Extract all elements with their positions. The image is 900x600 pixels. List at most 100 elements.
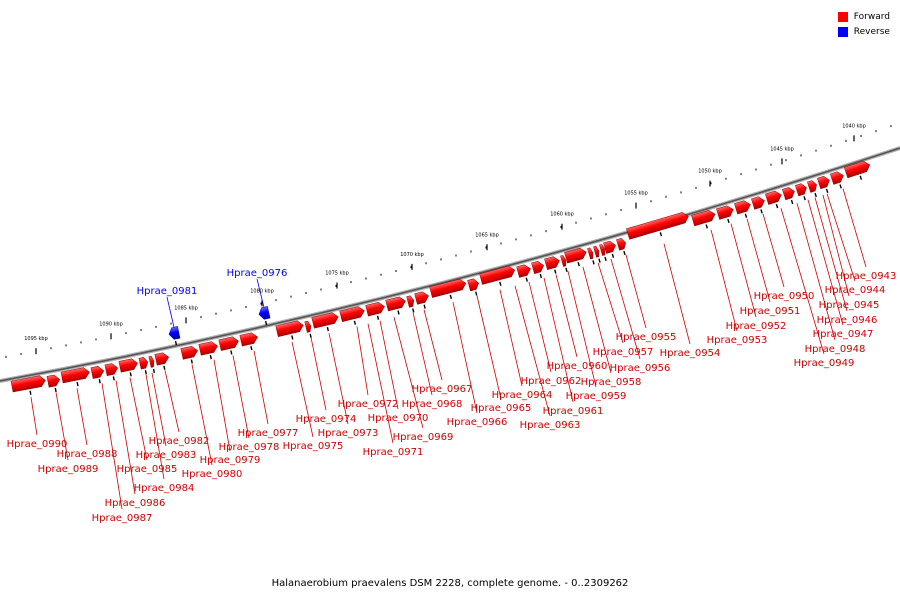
scale-tick-label: 1090 kbp xyxy=(99,321,123,327)
gene-arrow-hprae_0943 xyxy=(843,160,871,180)
gene-arrow-hprae_0972 xyxy=(339,306,365,325)
gene-leader-line xyxy=(822,194,850,297)
gene-arrow-hprae_0990 xyxy=(10,375,46,395)
gene-label: Hprae_0949 xyxy=(794,358,855,369)
gene-leader-line xyxy=(30,397,38,436)
gene-leader-line xyxy=(826,193,856,282)
scale-tick-label: 1080 kbp xyxy=(250,288,274,294)
gene-leader-line xyxy=(412,312,433,396)
gene-label: Hprae_0948 xyxy=(805,344,866,355)
gene-leader-line xyxy=(310,337,327,411)
gene-arrow-hprae_0954 xyxy=(626,212,689,240)
gene-leader-line xyxy=(367,323,394,444)
gene-label: Hprae_0983 xyxy=(136,450,197,461)
gene-label: Hprae_0958 xyxy=(581,377,642,388)
gene-label: Hprae_0980 xyxy=(182,469,243,480)
gene-arrow-hprae_0963 xyxy=(531,261,544,279)
gene-label: Hprae_0990 xyxy=(7,439,68,450)
backbone-shadow xyxy=(0,146,900,383)
gene-track xyxy=(10,160,871,395)
gene-arrow-hprae_0955 xyxy=(616,238,626,256)
gene-leader-line xyxy=(814,197,848,312)
scale-tick-label: 1085 kbp xyxy=(174,305,198,311)
gene-label: Hprae_0946 xyxy=(817,315,878,326)
gene-leader-line xyxy=(101,383,123,510)
gene-leader-line xyxy=(76,388,88,446)
gene-leader-line xyxy=(663,243,691,345)
gene-label: Hprae_0951 xyxy=(740,306,801,317)
gene-arrow-hprae_0981 xyxy=(168,326,181,346)
gene-leader-line xyxy=(145,374,165,480)
gene-label: Hprae_0962 xyxy=(521,376,582,387)
gene-label: Hprae_0969 xyxy=(393,432,454,443)
gene-label: Hprae_0956 xyxy=(610,363,671,374)
legend-reverse-label: Reverse xyxy=(853,26,890,37)
gene-leader-line xyxy=(796,203,836,341)
gene-label: Hprae_0985 xyxy=(117,464,178,475)
legend-reverse: Reverse xyxy=(837,24,890,39)
gene-label: Hprae_0989 xyxy=(38,464,99,475)
gene-label: Hprae_0957 xyxy=(593,347,654,358)
gene-leader-line xyxy=(762,213,785,288)
gene-arrow-hprae_0982 xyxy=(154,352,170,370)
gene-leader-line xyxy=(232,355,250,439)
scale-tick-label: 1045 kbp xyxy=(770,146,794,152)
gene-arrow-hprae_0948 xyxy=(782,187,795,205)
gene-label: Hprae_0981 xyxy=(137,286,198,297)
gene-leader-line xyxy=(543,277,574,403)
scale-tick-label: 1050 kbp xyxy=(698,169,722,175)
gene-arrow-hprae_0964 xyxy=(516,264,531,282)
gene-arrow-hprae_0957 xyxy=(599,244,607,262)
gene-label: Hprae_0960 xyxy=(547,361,608,372)
gene-arrow-hprae_0976 xyxy=(258,306,271,326)
gene-arrow-hprae_0962 xyxy=(544,256,560,274)
reverse-swatch xyxy=(837,26,848,37)
gene-leader-line xyxy=(528,281,552,373)
legend-forward-label: Forward xyxy=(853,11,890,22)
gene-label: Hprae_0979 xyxy=(200,455,261,466)
gene-leader-line xyxy=(55,392,69,461)
gene-label: Hprae_0954 xyxy=(660,348,721,359)
gene-arrow-hprae_0979 xyxy=(198,341,218,360)
gene-leader-line xyxy=(842,188,867,268)
gene-label: Hprae_0950 xyxy=(754,291,815,302)
gene-label: Hprae_0964 xyxy=(492,390,553,401)
gene-label: Hprae_0947 xyxy=(813,329,874,340)
gene-label: Hprae_0959 xyxy=(566,391,627,402)
gene-leader-line xyxy=(379,320,399,410)
gene-label: Hprae_0973 xyxy=(318,428,379,439)
gene-leader-line xyxy=(780,208,825,355)
gene-arrow-hprae_0974 xyxy=(304,320,312,338)
gene-label: Hprae_0988 xyxy=(57,449,118,460)
gene-arrow-hprae_0960 xyxy=(564,247,587,267)
gene-label: Hprae_0986 xyxy=(105,498,166,509)
gene-arrow-hprae_0984 xyxy=(138,357,149,375)
gene-arrow-hprae_0986 xyxy=(104,363,119,381)
gene-arrow-hprae_0958 xyxy=(593,245,601,263)
gene-label: Hprae_0952 xyxy=(726,321,787,332)
gene-leader-line xyxy=(597,262,624,344)
gene-leader-line xyxy=(555,274,578,358)
gene-leader-line xyxy=(213,359,231,452)
gene-label: Hprae_0970 xyxy=(368,413,429,424)
scale-track: 1095 kbp 1090 kbp 1085 kbp 1080 kbp 1075 kbp… xyxy=(5,123,892,358)
gene-leader-line xyxy=(291,341,314,438)
scale-tick-label: 1060 kbp xyxy=(550,212,574,218)
gene-label: Hprae_0955 xyxy=(616,332,677,343)
gene-arrow-hprae_0975 xyxy=(275,320,304,340)
gene-arrow-hprae_0944 xyxy=(830,171,844,189)
gene-leader-line xyxy=(393,317,424,429)
gene-arrow-hprae_0985 xyxy=(118,358,138,377)
gene-arrow-hprae_0949 xyxy=(765,190,782,209)
gene-leader-line xyxy=(476,295,502,400)
gene-label: Hprae_0976 xyxy=(227,268,288,279)
gene-leader-line xyxy=(256,278,265,308)
gene-leader-line xyxy=(807,199,844,326)
scale-tick-label: 1040 kbp xyxy=(842,123,866,129)
gene-leader-line xyxy=(610,258,641,360)
gene-leader-line xyxy=(730,223,757,318)
gene-label: Hprae_0944 xyxy=(825,285,886,296)
gene-leader-line xyxy=(423,309,443,381)
scale-tick-label: 1070 kbp xyxy=(400,252,424,258)
gene-leader-line xyxy=(452,302,478,414)
